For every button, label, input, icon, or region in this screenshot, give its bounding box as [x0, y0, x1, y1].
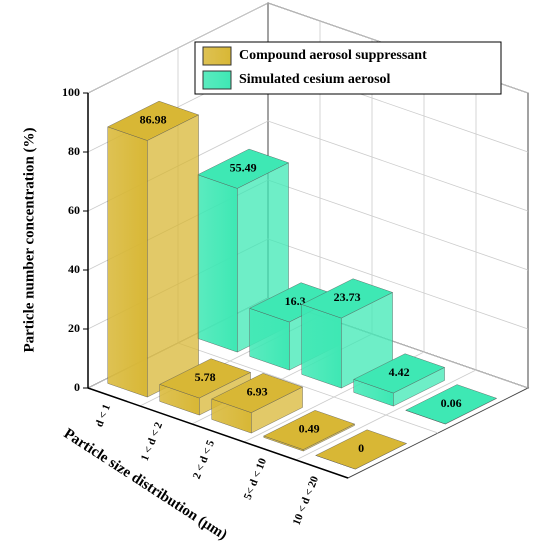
bar-side	[147, 114, 199, 398]
legend-swatch	[202, 70, 232, 90]
bar-top	[263, 410, 356, 450]
x-tick-label: 10 < d < 20	[291, 474, 322, 527]
value-label: 4.42	[389, 365, 410, 379]
bar-top	[301, 278, 394, 319]
x-tick-label: d < 1	[93, 403, 113, 429]
bar	[211, 373, 304, 434]
bar-front	[301, 304, 342, 389]
bar-top	[107, 100, 200, 141]
bar-front	[197, 174, 238, 353]
bar-top	[159, 358, 252, 399]
x-axis	[87, 387, 349, 479]
legend-swatch	[202, 46, 232, 66]
floor-grid	[177, 342, 439, 434]
bar	[353, 353, 446, 407]
bar-top	[405, 384, 498, 425]
value-label: 6.93	[247, 385, 268, 399]
bar	[107, 100, 200, 398]
bar	[301, 278, 394, 389]
y-tick-label: 100	[62, 85, 80, 99]
value-label: 0.06	[441, 396, 462, 410]
bar	[263, 410, 356, 452]
legend-box	[194, 41, 502, 95]
bar-top	[211, 373, 304, 413]
bar	[315, 429, 408, 470]
value-label: 0	[358, 441, 364, 455]
y-tick-label: 60	[68, 203, 80, 217]
x-tick-label: 1 < d < 2	[139, 420, 166, 463]
legend-label: Simulated cesium aerosol	[239, 72, 391, 87]
y-tick-label: 20	[68, 321, 80, 335]
x-tick-label: 5< d < 10	[242, 456, 270, 501]
value-label: 23.73	[334, 290, 361, 304]
value-label: 0.49	[299, 422, 320, 436]
y-tick-label: 40	[68, 262, 80, 276]
bar-top	[197, 148, 290, 189]
bar-top	[315, 429, 408, 470]
value-label: 16.3	[285, 294, 306, 308]
x-tick-label: 2 < d < 5	[191, 438, 218, 481]
value-label: 55.49	[230, 160, 257, 174]
y-axis-label: Particle number concentration (%)	[21, 127, 37, 352]
bar	[405, 384, 498, 425]
bar-front	[107, 126, 148, 398]
bar-top	[353, 353, 446, 394]
y-tick-label: 0	[74, 380, 80, 394]
y-tick-label: 80	[68, 144, 80, 158]
legend-label: Compound aerosol suppressant	[239, 48, 427, 63]
value-label: 5.78	[195, 370, 216, 384]
value-label: 86.98	[140, 113, 167, 127]
